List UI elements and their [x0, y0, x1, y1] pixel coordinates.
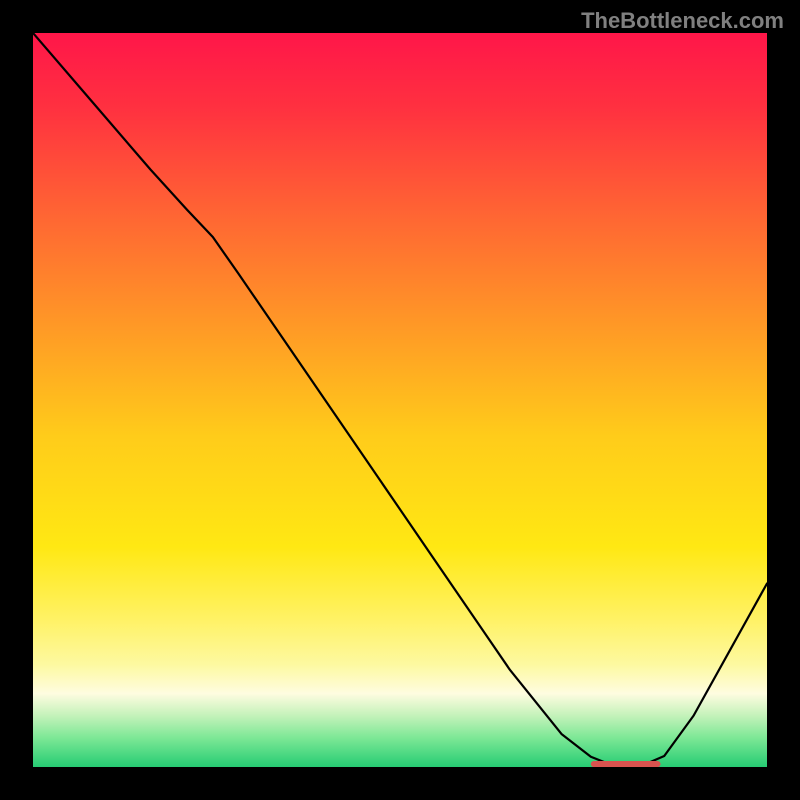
- chart-svg: [33, 33, 767, 767]
- trough-marker: [591, 761, 661, 767]
- chart-plot-area: [33, 33, 767, 767]
- watermark-text: TheBottleneck.com: [581, 8, 784, 34]
- gradient-background: [33, 33, 767, 767]
